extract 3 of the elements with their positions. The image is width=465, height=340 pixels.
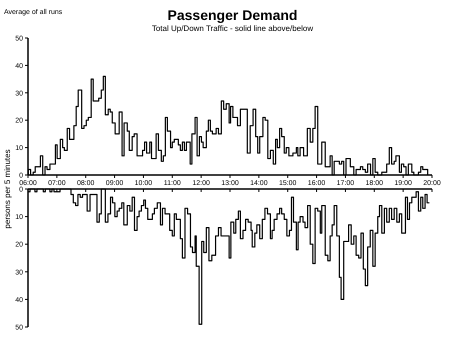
chart-title: Passenger Demand — [168, 7, 298, 23]
chart-subtitle: Total Up/Down Traffic - solid line above/below — [152, 24, 314, 33]
y-axis-title: persons per 5 minutes — [3, 149, 12, 229]
